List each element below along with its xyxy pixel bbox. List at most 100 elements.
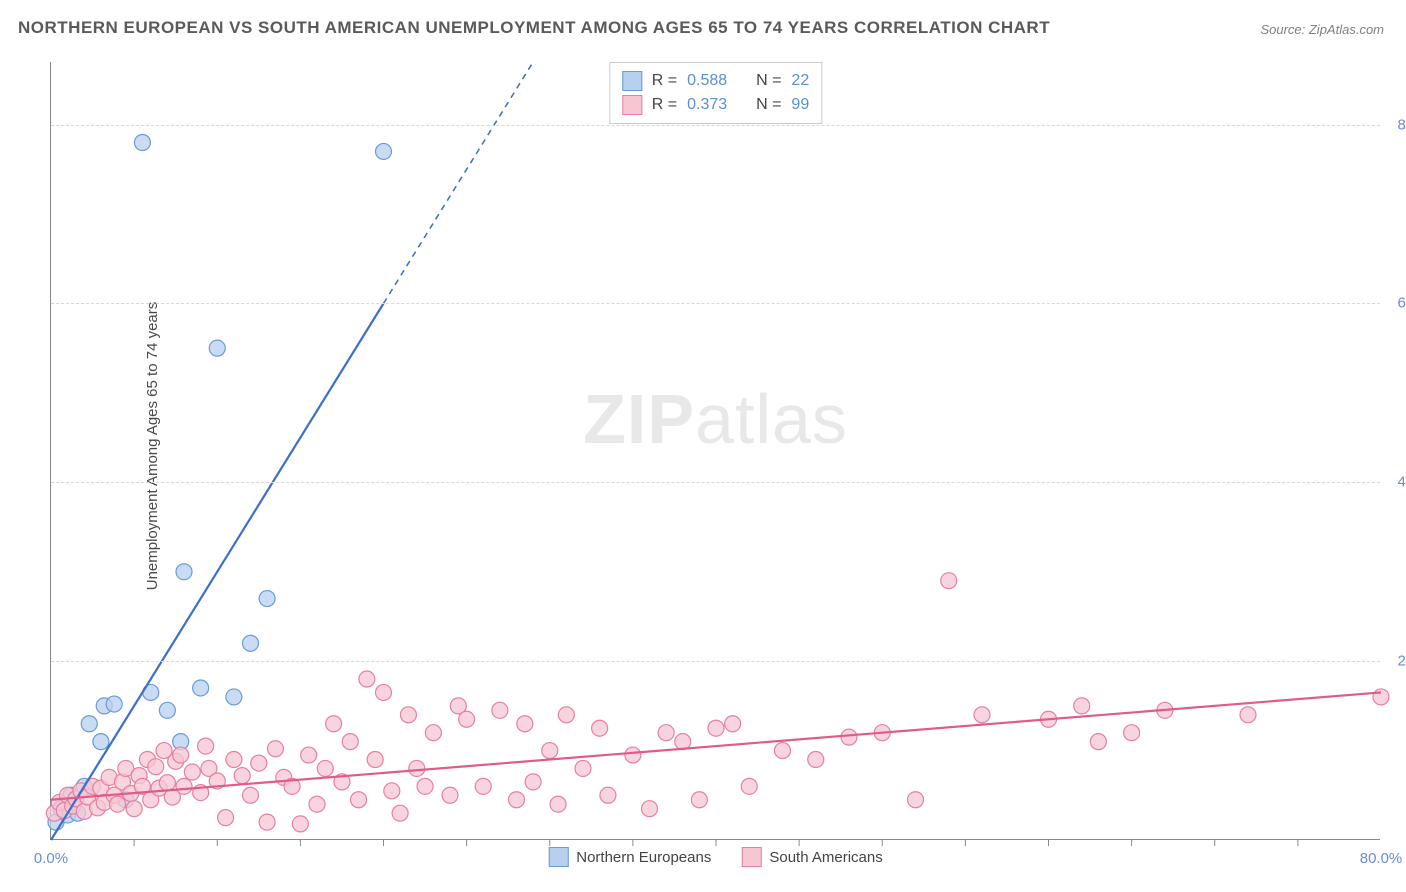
legend-bottom-label-1: South Americans: [769, 849, 882, 866]
data-point: [517, 716, 533, 732]
legend-n-value-0: 22: [791, 72, 809, 90]
data-point: [309, 796, 325, 812]
data-point: [259, 814, 275, 830]
data-point: [592, 720, 608, 736]
data-point: [193, 680, 209, 696]
y-tick-label: 40.0%: [1397, 474, 1406, 491]
legend-swatch-1: [622, 95, 642, 115]
data-point: [625, 747, 641, 763]
legend-n-label-0: N =: [756, 72, 781, 90]
data-point: [384, 783, 400, 799]
data-point: [509, 792, 525, 808]
data-point: [642, 801, 658, 817]
legend-bottom: Northern Europeans South Americans: [548, 847, 883, 867]
data-point: [1074, 698, 1090, 714]
data-point: [841, 729, 857, 745]
data-point: [725, 716, 741, 732]
legend-bottom-swatch-0: [548, 847, 568, 867]
data-point: [251, 755, 267, 771]
legend-r-label-1: R =: [652, 96, 677, 114]
data-point: [367, 752, 383, 768]
data-point: [741, 778, 757, 794]
legend-r-value-0: 0.588: [687, 72, 727, 90]
x-tick-label: 80.0%: [1360, 850, 1403, 867]
data-point: [176, 778, 192, 794]
data-point: [226, 689, 242, 705]
source-label: Source: ZipAtlas.com: [1260, 22, 1384, 37]
data-point: [691, 792, 707, 808]
data-point: [492, 702, 508, 718]
data-point: [600, 787, 616, 803]
data-point: [658, 725, 674, 741]
data-point: [941, 573, 957, 589]
data-point: [376, 143, 392, 159]
data-point: [243, 635, 259, 651]
x-tick-label: 0.0%: [34, 850, 68, 867]
data-point: [392, 805, 408, 821]
plot-svg: [51, 62, 1380, 839]
gridline-h: [51, 661, 1380, 662]
trend-line: [51, 303, 384, 840]
data-point: [342, 734, 358, 750]
data-point: [184, 764, 200, 780]
data-point: [326, 716, 342, 732]
data-point: [351, 792, 367, 808]
data-point: [425, 725, 441, 741]
y-tick-label: 20.0%: [1397, 653, 1406, 670]
legend-bottom-label-0: Northern Europeans: [576, 849, 711, 866]
data-point: [708, 720, 724, 736]
data-point: [1240, 707, 1256, 723]
gridline-h: [51, 482, 1380, 483]
legend-row-series-1: R = 0.373 N = 99: [622, 93, 809, 117]
data-point: [542, 743, 558, 759]
data-point: [409, 760, 425, 776]
data-point: [1124, 725, 1140, 741]
data-point: [159, 702, 175, 718]
data-point: [226, 752, 242, 768]
data-point: [442, 787, 458, 803]
data-point: [148, 759, 164, 775]
legend-n-label-1: N =: [756, 96, 781, 114]
trend-line: [51, 692, 1381, 799]
y-tick-label: 60.0%: [1397, 295, 1406, 312]
data-point: [317, 760, 333, 776]
chart-title: NORTHERN EUROPEAN VS SOUTH AMERICAN UNEM…: [18, 18, 1050, 38]
legend-bottom-swatch-1: [741, 847, 761, 867]
legend-bottom-item-0: Northern Europeans: [548, 847, 711, 867]
data-point: [1090, 734, 1106, 750]
data-point: [775, 743, 791, 759]
legend-bottom-item-1: South Americans: [741, 847, 882, 867]
legend-correlation-box: R = 0.588 N = 22 R = 0.373 N = 99: [609, 62, 822, 124]
data-point: [575, 760, 591, 776]
data-point: [218, 810, 234, 826]
data-point: [134, 134, 150, 150]
data-point: [558, 707, 574, 723]
data-point: [459, 711, 475, 727]
data-point: [234, 768, 250, 784]
plot-area: ZIPatlas R = 0.588 N = 22 R = 0.373 N = …: [50, 62, 1380, 840]
data-point: [376, 684, 392, 700]
data-point: [176, 564, 192, 580]
data-point: [908, 792, 924, 808]
data-point: [159, 775, 175, 791]
data-point: [292, 816, 308, 832]
data-point: [525, 774, 541, 790]
data-point: [1373, 689, 1389, 705]
data-point: [808, 752, 824, 768]
legend-r-value-1: 0.373: [687, 96, 727, 114]
trend-line-dashed: [384, 62, 534, 303]
legend-swatch-0: [622, 71, 642, 91]
data-point: [198, 738, 214, 754]
y-tick-label: 80.0%: [1397, 116, 1406, 133]
gridline-h: [51, 125, 1380, 126]
gridline-h: [51, 303, 1380, 304]
data-point: [209, 340, 225, 356]
data-point: [475, 778, 491, 794]
data-point: [126, 801, 142, 817]
data-point: [359, 671, 375, 687]
legend-r-label-0: R =: [652, 72, 677, 90]
data-point: [106, 696, 122, 712]
legend-n-value-1: 99: [791, 96, 809, 114]
data-point: [81, 716, 97, 732]
legend-row-series-0: R = 0.588 N = 22: [622, 69, 809, 93]
